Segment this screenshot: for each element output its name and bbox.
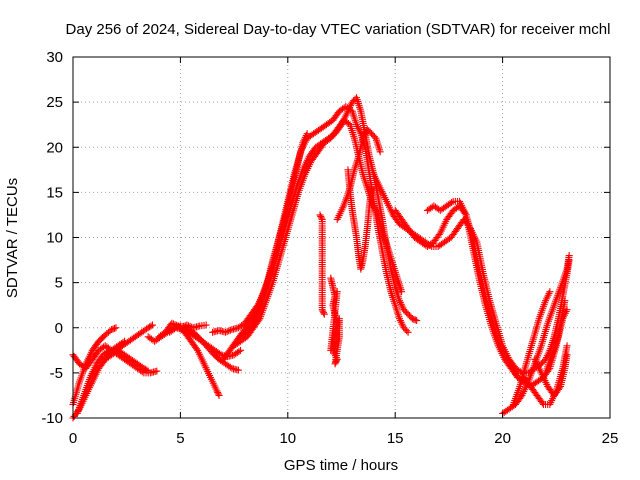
- y-tick-label: 0: [55, 320, 63, 337]
- data-point-marker: [111, 324, 119, 332]
- x-tick-label: 15: [387, 430, 404, 447]
- y-tick-label: 15: [46, 184, 63, 201]
- data-point-marker: [320, 309, 328, 317]
- data-point-marker: [226, 363, 234, 371]
- y-tick-label: 10: [46, 230, 63, 247]
- data-point-marker: [153, 367, 161, 375]
- axis-ticks: 0 5 10 15 20 25 -10 -5 0 5 10 15 20 25 30: [41, 49, 618, 447]
- data-point-marker: [168, 319, 176, 327]
- data-point-marker: [448, 199, 456, 207]
- data-markers: [69, 94, 573, 422]
- data-point-marker: [183, 321, 191, 329]
- data-point-marker: [169, 320, 177, 328]
- data-point-marker: [404, 328, 412, 336]
- data-point-marker: [513, 372, 521, 380]
- data-point-marker: [148, 321, 156, 329]
- data-point-marker: [376, 148, 384, 156]
- data-point-marker: [235, 347, 243, 355]
- data-point-marker: [333, 288, 341, 296]
- y-tick-label: 20: [46, 139, 63, 156]
- data-point-marker: [225, 327, 233, 335]
- data-point-marker: [176, 324, 184, 332]
- data-point-marker: [180, 322, 188, 330]
- y-tick-label: -5: [50, 365, 63, 382]
- data-point-marker: [237, 346, 245, 354]
- y-tick-label: -10: [41, 410, 63, 427]
- y-tick-label: 5: [55, 275, 63, 292]
- data-point-marker: [112, 324, 120, 332]
- data-point-marker: [316, 211, 324, 219]
- data-point-marker: [411, 316, 419, 324]
- data-point-marker: [214, 390, 222, 398]
- y-tick-label: 25: [46, 94, 63, 111]
- x-axis-label: GPS time / hours: [284, 457, 398, 474]
- data-point-marker: [320, 310, 328, 318]
- y-tick-label: 30: [46, 49, 63, 66]
- x-tick-label: 25: [602, 430, 619, 447]
- data-point-marker: [223, 328, 231, 336]
- x-tick-label: 0: [69, 430, 77, 447]
- y-axis-label: SDTVAR / TECUs: [4, 178, 21, 298]
- data-point-marker: [202, 321, 210, 329]
- data-point-marker: [368, 184, 376, 192]
- data-point-marker: [317, 212, 325, 220]
- data-point-marker: [222, 328, 230, 336]
- data-point-marker: [563, 306, 571, 314]
- chart-title: Day 256 of 2024, Sidereal Day-to-day VTE…: [66, 21, 611, 38]
- data-point-marker: [514, 373, 522, 381]
- data-point-marker: [213, 387, 221, 395]
- data-point-marker: [226, 326, 234, 334]
- data-point-marker: [563, 342, 571, 350]
- data-point-marker: [546, 288, 554, 296]
- data-point-marker: [561, 297, 569, 305]
- data-point-marker: [403, 327, 411, 335]
- data-point-marker: [538, 399, 546, 407]
- data-point-marker: [178, 323, 186, 331]
- data-point-marker: [214, 388, 222, 396]
- x-tick-label: 20: [494, 430, 511, 447]
- data-point-marker: [556, 384, 564, 392]
- data-point-marker: [303, 130, 311, 138]
- data-point-marker: [398, 288, 406, 296]
- grid-lines: [73, 57, 610, 418]
- data-point-marker: [413, 317, 421, 325]
- data-point-marker: [186, 322, 194, 330]
- data-point-marker: [234, 366, 242, 374]
- data-point-marker: [216, 350, 224, 358]
- data-point-marker: [565, 252, 573, 260]
- data-point-marker: [147, 322, 155, 330]
- data-point-marker: [317, 214, 325, 222]
- x-tick-label: 10: [279, 430, 296, 447]
- data-point-marker: [143, 366, 151, 374]
- data-point-marker: [144, 367, 152, 375]
- data-point-marker: [318, 306, 326, 314]
- data-point-marker: [184, 322, 192, 330]
- data-point-marker: [319, 307, 327, 315]
- data-point-marker: [563, 351, 571, 359]
- data-point-marker: [215, 391, 223, 399]
- x-tick-label: 5: [176, 430, 184, 447]
